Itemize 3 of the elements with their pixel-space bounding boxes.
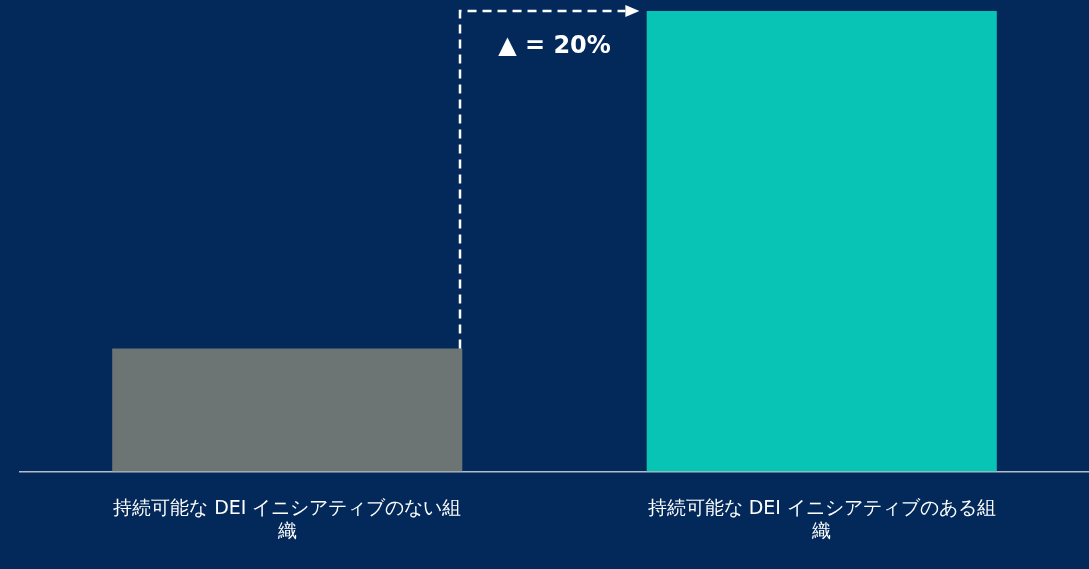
x-tick-label: 持続可能な DEI イニシアティブのない組織 [113,495,462,541]
annotation: ▲ = 20% [498,31,611,60]
x-tick-label: 持続可能な DEI イニシアティブのある組織 [647,495,996,541]
